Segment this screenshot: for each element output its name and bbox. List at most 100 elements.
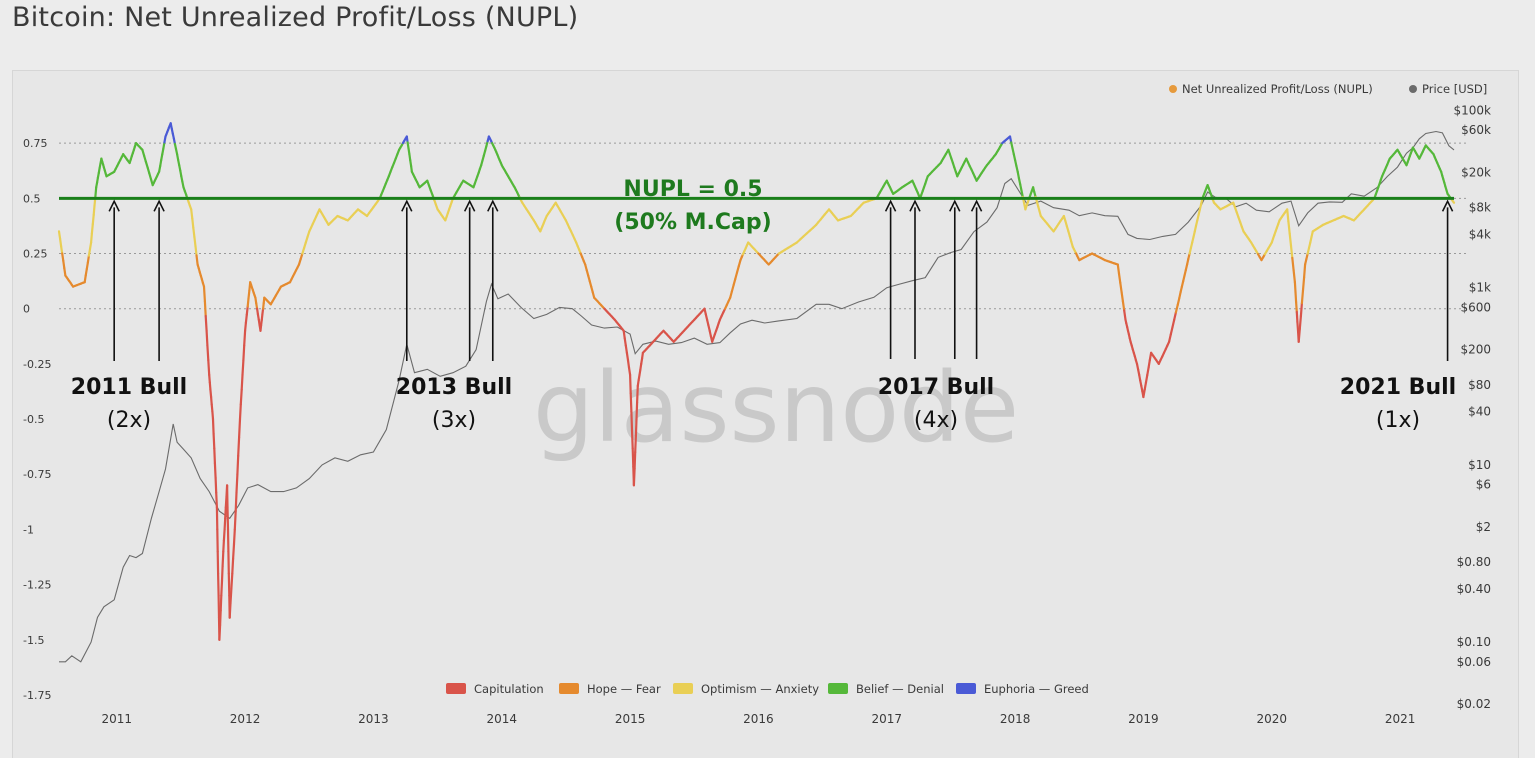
right-tick-label: $60k (1461, 123, 1491, 137)
nupl-segment (95, 187, 96, 196)
right-tick-label: $2 (1476, 520, 1491, 534)
legend-bottom-label: Hope — Fear (587, 682, 661, 696)
legend-bottom-item[interactable]: Hope — Fear (559, 682, 661, 696)
nupl-segment (63, 261, 64, 268)
right-tick-label: $40 (1468, 405, 1491, 419)
nupl-segment (229, 574, 230, 596)
nupl-segment (1304, 265, 1305, 278)
nupl-segment (1297, 312, 1298, 322)
x-tick-label: 2015 (615, 712, 646, 726)
right-tick-label: $1k (1469, 281, 1491, 295)
bull-label-2011: 2011 Bull (71, 375, 187, 400)
legend-marker-icon (1169, 85, 1177, 93)
left-axis: 0.750.50.250-0.25-0.5-0.75-1-1.25-1.5-1.… (23, 137, 51, 702)
legend-bottom[interactable]: Capitulation Hope — Fear Optimism — Anxiet… (446, 682, 1089, 696)
bull-multiple-2017: (4x) (914, 408, 958, 433)
legend-swatch-icon (446, 683, 466, 694)
nupl-segment (637, 403, 638, 420)
legend-top-item[interactable]: Net Unrealized Profit/Loss (NUPL) (1169, 82, 1373, 96)
nupl-segment (223, 541, 224, 552)
bull-multiple-2011: (2x) (107, 408, 151, 433)
nupl-segment (1145, 382, 1146, 389)
nupl-segment (221, 596, 222, 611)
nupl-segment (1291, 246, 1292, 258)
nupl-segment (191, 209, 192, 218)
nupl-segment (219, 625, 220, 640)
nupl-segment (1295, 282, 1296, 292)
nupl-segment (627, 353, 628, 360)
nupl-segment (194, 237, 195, 246)
legend-top[interactable]: Net Unrealized Profit/Loss (NUPL) Price [… (1169, 82, 1487, 96)
nupl-segment (94, 206, 95, 215)
nupl-segment (1453, 201, 1454, 202)
nupl-segment (238, 437, 239, 455)
nupl-segment (1120, 283, 1121, 292)
nupl-segment (216, 493, 217, 508)
nupl-segment (223, 552, 224, 567)
right-axis: $100k$60k$20k$8k$4k$1k$600$200$80$40$10$… (1454, 104, 1492, 711)
nupl-segment (214, 434, 215, 449)
nupl-segment (1296, 302, 1297, 312)
x-tick-label: 2018 (1000, 712, 1031, 726)
chart-area: glassnode NUPL = 0.5(50% M.Cap)2011 Bull… (12, 70, 1519, 758)
legend-bottom-label: Capitulation (474, 682, 544, 696)
x-tick-label: 2016 (743, 712, 774, 726)
legend-bottom-label: Optimism — Anxiety (701, 682, 819, 696)
nupl-segment (216, 478, 217, 493)
nupl-segment (221, 581, 222, 596)
legend-bottom-item[interactable]: Optimism — Anxiety (673, 682, 819, 696)
nupl-segment (628, 360, 629, 367)
x-tick-label: 2020 (1256, 712, 1287, 726)
nupl-segment (630, 375, 631, 393)
nupl-segment (207, 346, 208, 361)
nupl-segment (241, 390, 242, 405)
nupl-segment (93, 215, 94, 224)
legend-top-label: Net Unrealized Profit/Loss (NUPL) (1182, 82, 1373, 96)
nupl-segment (206, 316, 207, 331)
bull-multiple-2021: (1x) (1376, 408, 1420, 433)
nupl-segment (231, 574, 232, 589)
nupl-segment (62, 254, 63, 261)
nupl-segment (1290, 234, 1291, 246)
left-tick-label: 0.75 (23, 137, 48, 150)
legend-bottom-item[interactable]: Euphoria — Greed (956, 682, 1089, 696)
nupl-segment (91, 233, 92, 242)
nupl-segment (231, 588, 232, 603)
right-tick-label: $6 (1476, 478, 1491, 492)
nupl-segment (209, 375, 210, 382)
left-tick-label: -0.25 (23, 358, 51, 371)
right-tick-label: $0.10 (1457, 635, 1491, 649)
nupl-segment (1302, 290, 1303, 303)
nupl-segment (212, 404, 213, 411)
left-tick-label: 0.5 (23, 192, 41, 205)
legend-bottom-item[interactable]: Capitulation (446, 682, 544, 696)
x-tick-label: 2011 (101, 712, 132, 726)
nupl-segment (60, 239, 61, 246)
nupl-segment (248, 298, 249, 306)
legend-bottom-label: Euphoria — Greed (984, 682, 1089, 696)
nupl-segment (1301, 303, 1302, 316)
nupl-segment (197, 255, 198, 264)
left-tick-label: -1.5 (23, 634, 44, 647)
legend-top-item[interactable]: Price [USD] (1409, 82, 1487, 96)
x-tick-label: 2017 (871, 712, 902, 726)
nupl-segment (632, 430, 633, 448)
annotation-arrows (109, 201, 1452, 361)
nupl-segment (1143, 390, 1144, 397)
legend-bottom-item[interactable]: Belief — Denial (828, 682, 944, 696)
nupl-segment (225, 518, 226, 529)
nupl-segment (1296, 292, 1297, 302)
nupl-segment (1122, 292, 1123, 301)
right-tick-label: $100k (1454, 104, 1492, 118)
nupl-segment (237, 474, 238, 492)
left-tick-label: 0 (23, 303, 30, 316)
nupl-segment (237, 456, 238, 474)
bull-label-2017: 2017 Bull (878, 375, 994, 400)
nupl-segment (224, 529, 225, 540)
right-tick-label: $0.02 (1457, 697, 1491, 711)
nupl-segment (631, 393, 632, 411)
nupl-segment (214, 449, 215, 464)
nupl-segment (64, 268, 65, 275)
nupl-segment (210, 390, 211, 397)
nupl-segment (1119, 274, 1120, 283)
